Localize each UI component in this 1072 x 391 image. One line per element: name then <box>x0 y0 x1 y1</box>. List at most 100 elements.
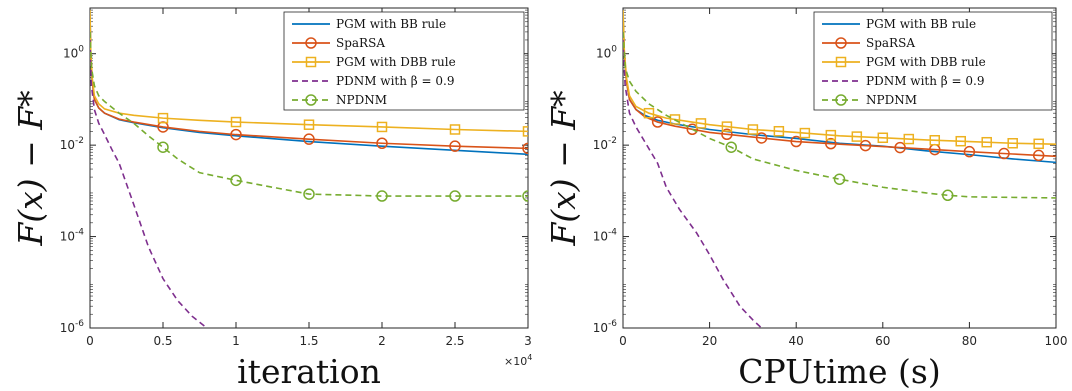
series-marker-3 <box>522 126 528 137</box>
y-tick-label: 10-6 <box>60 319 85 335</box>
legend-swatch-marker <box>835 56 847 68</box>
series-marker-3 <box>903 133 915 145</box>
legend-entry-label: PDNM with β = 0.9 <box>866 74 984 88</box>
y-tick-label-base: 10 <box>60 138 75 152</box>
series-marker-3 <box>669 114 681 125</box>
y-tick-label-exponent: -6 <box>608 319 617 329</box>
series-marker-2 <box>825 137 837 150</box>
series-marker-2 <box>998 147 1010 160</box>
series-marker-3 <box>230 116 242 128</box>
y-tick-label: 10-6 <box>593 319 618 335</box>
y-tick-label-base: 10 <box>593 230 608 244</box>
series-marker-5 <box>230 174 242 187</box>
series-marker-5 <box>725 141 737 153</box>
series-line-5 <box>90 31 528 197</box>
legend-entry-label: NPDNM <box>866 93 917 107</box>
series-marker-3 <box>303 119 315 130</box>
legend: PGM with BB rule SpaRSA PGM with DBB rule P… <box>283 11 525 111</box>
legend-box <box>283 11 525 111</box>
y-tick-label-base: 10 <box>593 321 608 335</box>
x-tick-label: 100 <box>1045 334 1068 348</box>
series-marker-3 <box>643 107 655 119</box>
legend-swatch-marker <box>835 37 847 49</box>
y-tick-label-exponent: -6 <box>75 319 84 329</box>
x-axis-label: iteration <box>237 352 381 391</box>
series-marker-5 <box>376 190 388 202</box>
y-tick-label-base: 10 <box>60 230 75 244</box>
axes-box <box>622 7 1057 329</box>
series-line-4 <box>90 39 208 328</box>
series-marker-3 <box>1033 138 1044 150</box>
series-marker-3 <box>877 132 889 144</box>
x-tick-label: 1 <box>232 334 240 348</box>
series-marker-3 <box>955 135 966 147</box>
y-tick-label-exponent: 0 <box>78 45 84 55</box>
y-tick-label-exponent: -2 <box>608 136 617 146</box>
y-tick-label-base: 10 <box>596 47 611 61</box>
series-marker-3 <box>747 124 759 135</box>
legend-swatch-marker <box>305 37 317 49</box>
x-axis-multiplier: ×104 <box>504 353 532 368</box>
series-marker-2 <box>1032 149 1045 162</box>
y-tick-label-base: 10 <box>593 138 608 152</box>
legend-swatch-marker <box>305 56 317 68</box>
legend-swatch-marker <box>835 94 847 106</box>
y-tick-label-exponent: -4 <box>608 228 617 238</box>
series-marker-5 <box>157 141 169 153</box>
series-marker-3 <box>695 118 707 129</box>
plot-area <box>90 10 528 328</box>
series-marker-3 <box>799 127 811 139</box>
series-marker-2 <box>449 140 461 152</box>
y-tick-label: 10-4 <box>60 228 85 244</box>
series-marker-2 <box>230 128 242 141</box>
series-line-5 <box>623 31 1056 199</box>
x-axis-multiplier-base: ×10 <box>504 355 527 368</box>
y-axis-label: F(x) − F* <box>11 90 50 246</box>
series-marker-3 <box>376 121 388 133</box>
series-marker-3 <box>773 125 785 137</box>
legend: PGM with BB rule SpaRSA PGM with DBB rule P… <box>813 11 1053 111</box>
series-marker-3 <box>157 112 169 124</box>
y-tick-label-base: 10 <box>60 321 75 335</box>
legend-entry-label: PGM with BB rule <box>336 17 446 31</box>
x-tick-label: 60 <box>875 334 890 348</box>
series-marker-3 <box>929 135 941 146</box>
series-marker-3 <box>981 136 992 148</box>
y-tick-label: 10-4 <box>593 228 618 244</box>
series-marker-3 <box>1007 138 1018 149</box>
y-axis-label: F(x) − F* <box>544 90 583 246</box>
legend-entry-label: PGM with DBB rule <box>336 55 456 69</box>
series-marker-2 <box>894 141 906 154</box>
legend-entry-label: SpaRSA <box>336 36 385 50</box>
legend-entry-label: NPDNM <box>336 93 387 107</box>
series-marker-2 <box>376 137 388 150</box>
x-axis-multiplier-exponent: 4 <box>527 353 532 362</box>
x-tick-label: 20 <box>702 334 717 348</box>
legend-entry-label: SpaRSA <box>866 36 915 50</box>
x-tick-label: 1.5 <box>299 334 318 348</box>
y-tick-label-exponent: -2 <box>75 136 84 146</box>
y-tick-label-base: 10 <box>63 47 78 61</box>
x-axis-label: CPUtime (s) <box>738 352 941 391</box>
series-marker-3 <box>851 131 863 142</box>
series-marker-2 <box>303 133 315 145</box>
x-tick-label: 2 <box>378 334 386 348</box>
x-tick-label: 0 <box>619 334 627 348</box>
series-marker-2 <box>963 145 976 158</box>
y-tick-label-exponent: -4 <box>75 228 84 238</box>
plot-area <box>623 10 1056 328</box>
y-tick-label: 10-2 <box>593 136 617 152</box>
series-marker-5 <box>449 190 461 202</box>
series-marker-2 <box>721 128 733 141</box>
y-tick-label: 10-2 <box>60 136 84 152</box>
legend-entry-label: PGM with DBB rule <box>866 55 986 69</box>
y-tick-label-exponent: 0 <box>611 45 617 55</box>
legend-entry-label: PGM with BB rule <box>866 17 976 31</box>
series-line-3 <box>623 10 1056 145</box>
series-marker-2 <box>790 135 802 148</box>
x-tick-label: 3 <box>524 334 532 348</box>
series-line-3 <box>90 10 528 133</box>
series-marker-2 <box>755 132 768 144</box>
